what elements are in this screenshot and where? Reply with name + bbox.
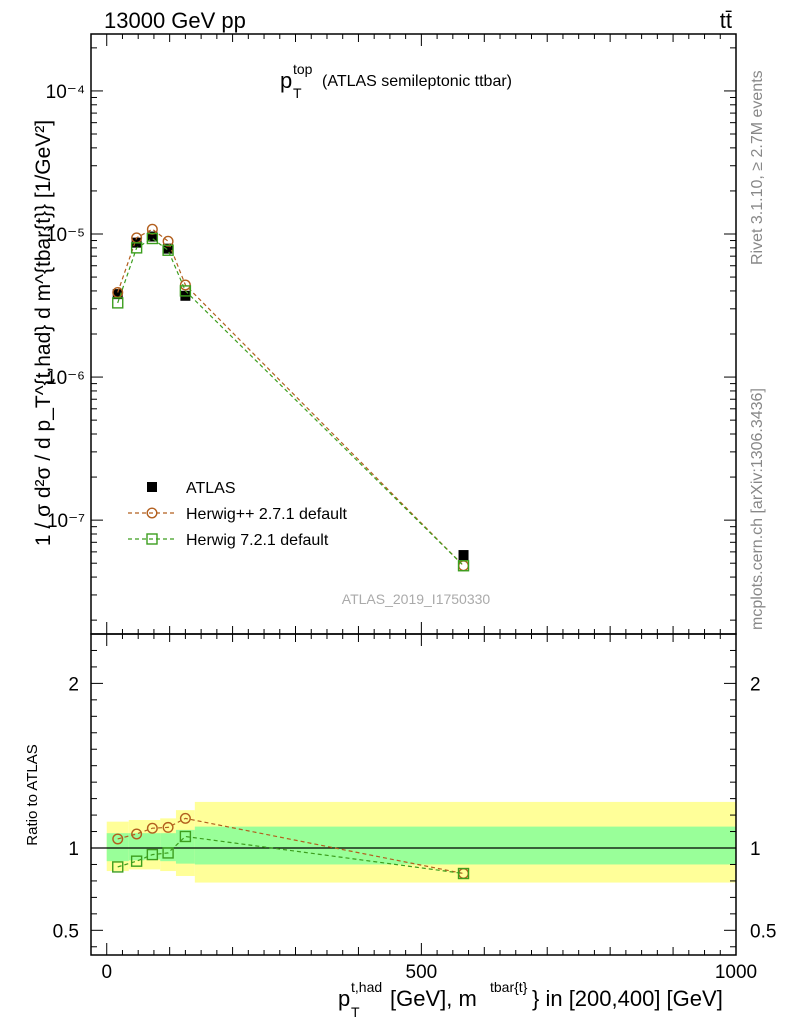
x-axis-label-sup: t,had bbox=[351, 979, 382, 995]
ratio-series-1-point bbox=[112, 861, 124, 873]
ratio-series-1-point bbox=[130, 855, 143, 867]
legend-marker bbox=[146, 533, 158, 545]
uncertainty-band-inner bbox=[128, 833, 145, 861]
ratio-series-1-point bbox=[179, 830, 192, 843]
ratio-series-0-point bbox=[179, 812, 191, 824]
ratio-series-1-line bbox=[117, 835, 464, 875]
plot-title-sub: T bbox=[293, 85, 302, 101]
ratio-series-0-point bbox=[162, 821, 174, 833]
process-label: tt̄ bbox=[720, 8, 732, 33]
mc-series-point bbox=[162, 244, 174, 256]
uncertainty-band-inner bbox=[144, 833, 161, 860]
ratio-series-1-point bbox=[146, 848, 159, 861]
x-axis-label-end: } in [200,400] [GeV] bbox=[532, 986, 723, 1011]
ratio-series-0-point bbox=[112, 833, 124, 845]
ratio-series-0-point bbox=[131, 828, 143, 840]
legend-label: ATLAS bbox=[186, 480, 236, 497]
mc-series-point bbox=[112, 297, 124, 309]
analysis-watermark: ATLAS_2019_I1750330 bbox=[342, 591, 491, 607]
mc-series-point bbox=[130, 242, 143, 254]
x-axis-label-mid: [GeV], m bbox=[390, 986, 477, 1011]
ratio-y-tick-label-right: 1 bbox=[750, 839, 761, 860]
legend: ATLAS Herwig++ 2.7.1 default Herwig 7.2.1 … bbox=[128, 480, 348, 549]
uncertainty-band-inner bbox=[194, 826, 736, 865]
main-y-tick-label: 10⁻⁶ bbox=[46, 368, 85, 389]
mc-series-point bbox=[179, 285, 192, 297]
mc-series-point bbox=[457, 560, 470, 572]
plot-title-rest: (ATLAS semileptonic ttbar) bbox=[322, 73, 512, 90]
uncertainty-band-inner bbox=[106, 833, 129, 862]
main-y-axis-label: 1 / σ d²σ / d p_T^{t,had} d m^{tbar{t}} … bbox=[32, 120, 55, 546]
ratio-series-0-point bbox=[146, 822, 158, 834]
uncertainty-band-inner bbox=[175, 829, 195, 864]
atlas-data-point bbox=[147, 231, 158, 242]
x-tick-label: 1000 bbox=[715, 962, 757, 983]
atlas-data-point bbox=[112, 289, 123, 300]
plot-title: p top T (ATLAS semileptonic ttbar) bbox=[280, 61, 512, 101]
x-axis-label-sub: T bbox=[351, 1004, 360, 1020]
rivet-version-label: Rivet 3.1.10, ≥ 2.7M events bbox=[749, 70, 766, 265]
ratio-series-0-line bbox=[117, 817, 464, 875]
ratio-y-tick-label-right: 2 bbox=[750, 674, 761, 695]
ratio-y-tick-label-right: 0.5 bbox=[750, 921, 776, 942]
ratio-y-axis-label: Ratio to ATLAS bbox=[24, 744, 41, 845]
x-axis-label: p t,had T [GeV], m tbar{t} } in [200,400… bbox=[338, 979, 723, 1020]
ratio-series-1-point bbox=[162, 847, 174, 859]
x-axis-label-main: p bbox=[338, 986, 350, 1011]
mc-series-line bbox=[117, 237, 464, 567]
ratio-y-tick-label: 0.5 bbox=[53, 921, 79, 942]
uncertainty-band-inner bbox=[160, 833, 176, 862]
mc-series-point bbox=[179, 279, 191, 291]
mc-series-point bbox=[162, 235, 174, 247]
mc-series-line bbox=[117, 228, 464, 567]
legend-marker bbox=[147, 482, 157, 492]
main-y-tick-label: 10⁻⁵ bbox=[46, 225, 85, 246]
ratio-panel-frame bbox=[90, 633, 737, 956]
x-tick-label: 0 bbox=[101, 962, 112, 983]
main-y-tick-label: 10⁻⁴ bbox=[46, 82, 85, 103]
x-axis-label-sup2: tbar{t} bbox=[490, 979, 528, 995]
legend-marker bbox=[146, 507, 158, 519]
energy-label: 13000 GeV pp bbox=[104, 8, 246, 33]
atlas-data-point bbox=[458, 550, 469, 561]
mc-series-point bbox=[146, 232, 159, 245]
main-y-tick-label: 10⁻⁷ bbox=[47, 511, 85, 532]
atlas-data-point bbox=[163, 243, 174, 254]
ratio-panel: 0 500 1000 0.5 0.5 1 1 2 2 bbox=[53, 633, 776, 983]
ratio-y-tick-label: 1 bbox=[68, 839, 79, 860]
ratio-series-1-point bbox=[457, 867, 470, 880]
ratio-y-tick-label: 2 bbox=[68, 674, 79, 695]
mcplots-label: mcplots.cern.ch [arXiv:1306.3436] bbox=[749, 388, 766, 630]
plot-title-main: p bbox=[280, 68, 292, 93]
legend-label: Herwig++ 2.7.1 default bbox=[186, 506, 348, 523]
plot-title-sup: top bbox=[293, 61, 313, 77]
legend-label: Herwig 7.2.1 default bbox=[186, 532, 329, 549]
x-tick-label: 500 bbox=[406, 962, 438, 983]
